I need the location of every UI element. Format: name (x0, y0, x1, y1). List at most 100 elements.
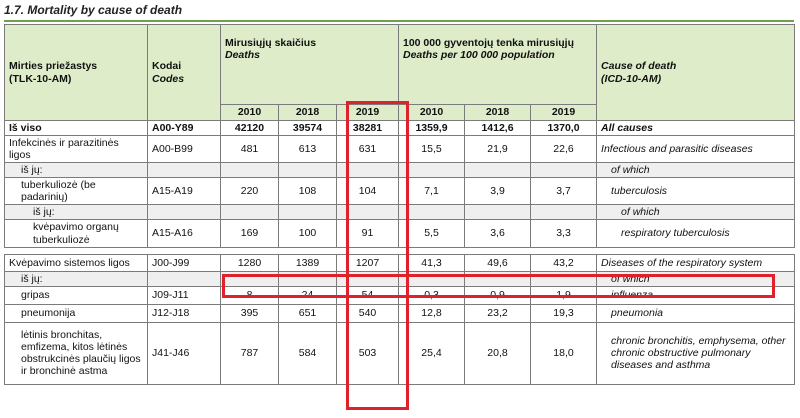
code (147, 162, 221, 179)
rate-2010 (398, 162, 465, 179)
rate-2019 (529, 162, 598, 179)
rate-2019: 1370,0 (529, 119, 598, 137)
rate-2018 (464, 270, 531, 287)
cause-lt: Iš viso (4, 119, 148, 137)
deaths-2019: 104 (336, 177, 399, 206)
header-cause-lt-label: Mirties priežastys (9, 60, 98, 73)
rate-2018: 49,6 (464, 253, 531, 272)
deaths-2010: 42120 (220, 119, 279, 137)
header-deaths: Mirusiųjų skaičius Deaths (220, 24, 399, 105)
table-row: gripas J09-J11 8 24 54 0,3 0,9 1,9 influ… (4, 285, 796, 305)
deaths-2019: 91 (336, 219, 399, 248)
cause-lt: iš jų: (4, 204, 148, 221)
rate-2019: 22,6 (529, 135, 598, 164)
rate-2018: 0,9 (464, 285, 531, 305)
deaths-2010: 481 (220, 135, 279, 164)
rate-2018: 21,9 (464, 135, 531, 164)
rate-2010: 7,1 (398, 177, 465, 206)
title-rule (4, 20, 794, 22)
deaths-2018 (278, 270, 337, 287)
code: J00-J99 (147, 253, 221, 272)
deaths-2010: 169 (220, 219, 279, 248)
cause-en: tuberculosis (596, 177, 796, 206)
deaths-2019: 38281 (336, 119, 399, 137)
deaths-2019: 503 (336, 321, 399, 385)
header-codes: Kodai Codes (147, 24, 221, 121)
header-rate-lt: 100 000 gyventojų tenka mirusiųjų (403, 37, 574, 49)
rate-2018: 1412,6 (464, 119, 531, 137)
rate-2019: 43,2 (529, 253, 598, 272)
rate-2019: 3,3 (529, 219, 598, 248)
deaths-2019: 631 (336, 135, 399, 164)
table-row: kvėpavimo organų tuberkuliozė A15-A16 16… (4, 219, 796, 248)
rate-2018 (464, 204, 531, 221)
cause-en: chronic bronchitis, emphysema, other chr… (596, 321, 796, 385)
cause-lt: kvėpavimo organų tuberkuliozė (4, 219, 148, 248)
header-cause-en: Cause of death (ICD-10-AM) (596, 24, 796, 121)
rate-2018: 20,8 (464, 321, 531, 385)
rate-2019 (529, 204, 598, 221)
rate-2018: 3,9 (464, 177, 531, 206)
rate-2010: 1359,9 (398, 119, 465, 137)
deaths-2018: 584 (278, 321, 337, 385)
year-rate-2010: 2010 (398, 104, 465, 121)
cause-en: Diseases of the respiratory system (596, 253, 796, 272)
code: A00-Y89 (147, 119, 221, 137)
rate-2019: 1,9 (529, 285, 598, 305)
table-row: pneumonija J12-J18 395 651 540 12,8 23,2… (4, 303, 796, 323)
header-codes-en: Codes (152, 72, 185, 85)
deaths-2019: 54 (336, 285, 399, 305)
deaths-2010: 787 (220, 321, 279, 385)
header-deaths-lt: Mirusiųjų skaičius (225, 37, 317, 49)
cause-en: influenza (596, 285, 796, 305)
rate-2010: 12,8 (398, 303, 465, 323)
rate-2010: 15,5 (398, 135, 465, 164)
table-row: iš jų: of which (4, 162, 796, 179)
table-row: lėtinis bronchitas, emfizema, kitos lėti… (4, 321, 796, 385)
cause-en: pneumonia (596, 303, 796, 323)
cause-en: of which (596, 204, 796, 221)
rate-2019: 18,0 (529, 321, 598, 385)
year-deaths-2010: 2010 (220, 104, 279, 121)
deaths-2010: 395 (220, 303, 279, 323)
rate-2018 (464, 162, 531, 179)
deaths-2019 (336, 270, 399, 287)
deaths-2018: 39574 (278, 119, 337, 137)
page-title: 1.7. Mortality by cause of death (4, 3, 183, 17)
deaths-2018: 613 (278, 135, 337, 164)
header-codes-lt: Kodai (152, 60, 182, 73)
header-deaths-en: Deaths (225, 49, 261, 62)
header-cause-lt-code: (TLK-10-AM) (9, 72, 72, 85)
cause-lt: iš jų: (4, 270, 148, 287)
deaths-2019: 1207 (336, 253, 399, 272)
deaths-2010: 1280 (220, 253, 279, 272)
year-deaths-2019: 2019 (336, 104, 399, 121)
cause-lt: lėtinis bronchitas, emfizema, kitos lėti… (4, 321, 148, 385)
rate-2019: 3,7 (529, 177, 598, 206)
table-row: Infekcinės ir parazitinės ligos A00-B99 … (4, 135, 796, 164)
header-cause-lt: Mirties priežastys (TLK-10-AM) (4, 24, 148, 121)
cause-lt: Infekcinės ir parazitinės ligos (4, 135, 148, 164)
deaths-2010 (220, 204, 279, 221)
rate-2010 (398, 270, 465, 287)
code: A15-A16 (147, 219, 221, 248)
deaths-2018: 108 (278, 177, 337, 206)
cause-lt: pneumonija (4, 303, 148, 323)
deaths-2019 (336, 204, 399, 221)
table-row: tuberkuliozė (be padarinių) A15-A19 220 … (4, 177, 796, 206)
mortality-table: Mirties priežastys (TLK-10-AM) Kodai Cod… (4, 24, 796, 385)
cause-lt: Kvėpavimo sistemos ligos (4, 253, 148, 272)
rate-2010: 0,3 (398, 285, 465, 305)
cause-lt: tuberkuliozė (be padarinių) (4, 177, 148, 206)
cause-en: Infectious and parasitic diseases (596, 135, 796, 164)
deaths-2018: 651 (278, 303, 337, 323)
table-row: Kvėpavimo sistemos ligos J00-J99 1280 13… (4, 253, 796, 272)
rate-2019: 19,3 (529, 303, 598, 323)
rate-2010: 25,4 (398, 321, 465, 385)
deaths-2018: 1389 (278, 253, 337, 272)
header-rate: 100 000 gyventojų tenka mirusiųjų Deaths… (397, 24, 598, 105)
rate-2010 (398, 204, 465, 221)
table-row: iš jų: of which (4, 270, 796, 287)
year-deaths-2018: 2018 (278, 104, 337, 121)
